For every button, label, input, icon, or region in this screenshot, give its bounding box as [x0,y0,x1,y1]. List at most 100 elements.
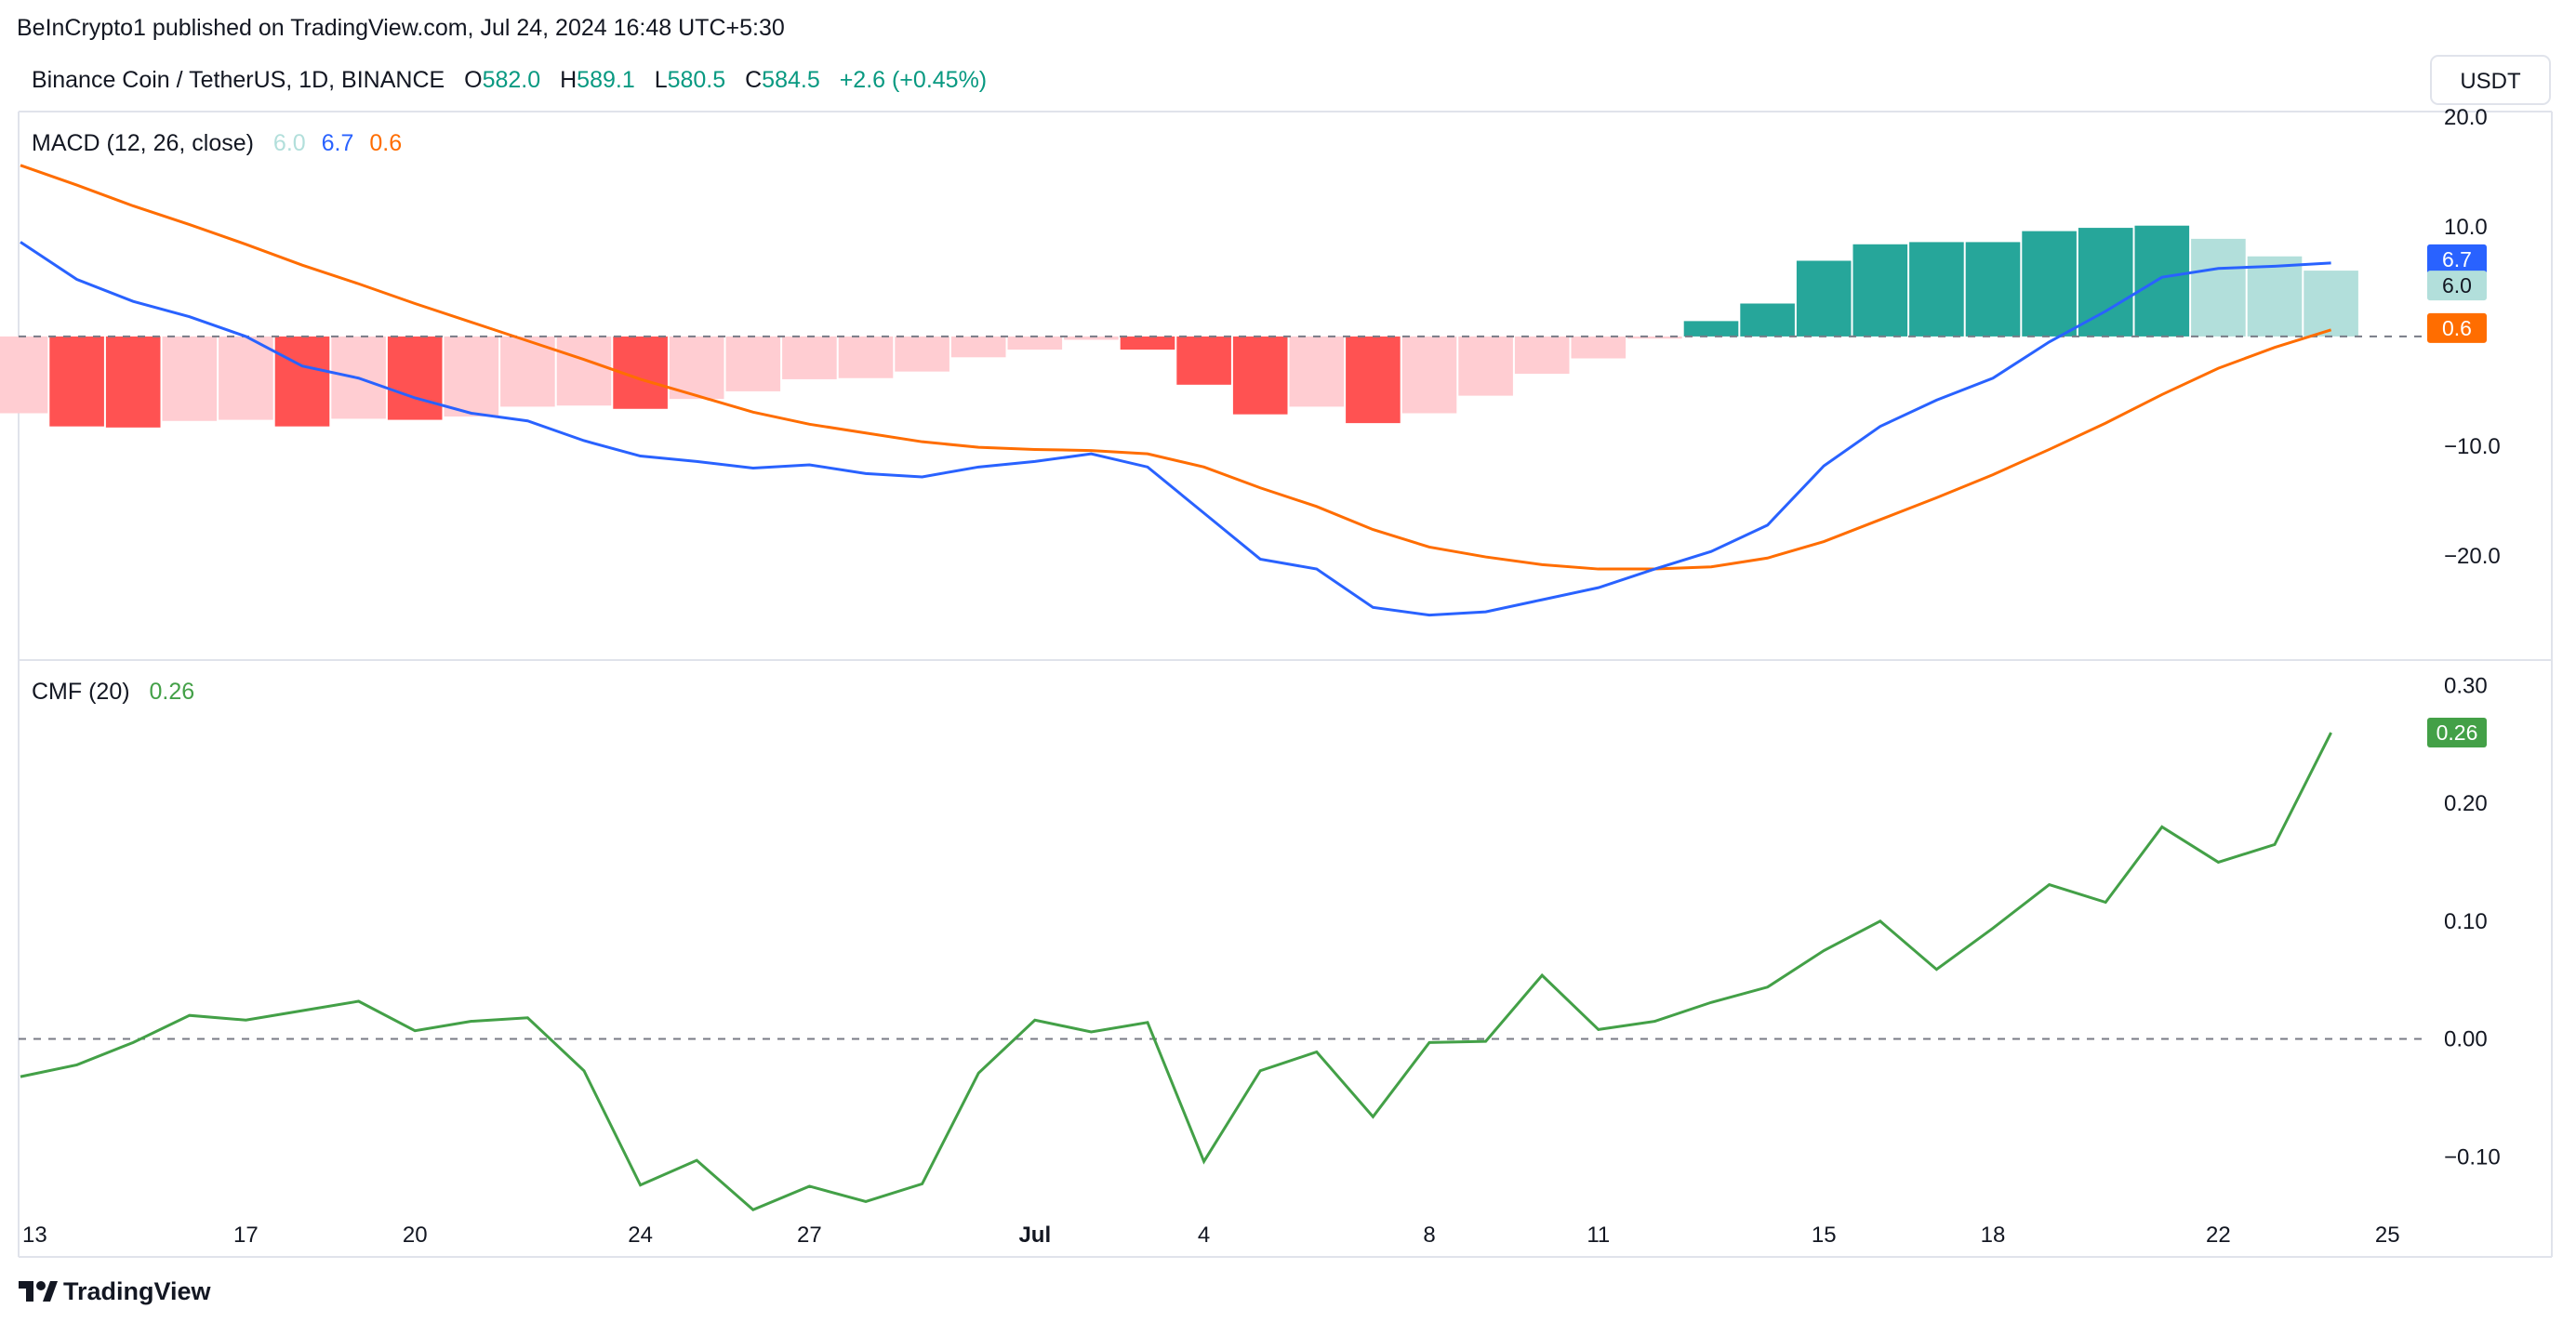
currency-button[interactable]: USDT [2430,55,2551,105]
x-tick-7: 8 [1423,1223,1435,1248]
macd-histogram-bar [49,336,104,427]
macd-histogram-bar [1683,321,1739,337]
macd-histogram-bar [2134,225,2190,337]
macd-legend-signal: 0.6 [369,130,402,156]
cmf-y-tick-3: 0.00 [2444,1027,2488,1052]
cmf-y-tick-2: 0.10 [2444,909,2488,934]
macd-histogram-bar [725,336,781,391]
macd-badge-macd: 6.7 [2442,247,2472,271]
macd-histogram-bar [1740,303,1795,337]
macd-histogram-bar [1852,244,1908,337]
macd-badge-macd-bg [2427,244,2487,274]
x-tick-4: 27 [797,1223,822,1248]
cmf-price-badges: 0.26 [2427,718,2487,748]
cmf-badge-value-bg [2427,718,2487,748]
macd-histogram-bar [1627,336,1682,339]
x-tick-1: 17 [233,1223,259,1248]
macd-histogram-bar [162,336,218,421]
x-tick-6: 4 [1198,1223,1210,1248]
symbol-title: Binance Coin / TetherUS, 1D, BINANCE [32,67,445,93]
macd-legend: MACD (12, 26, close) 6.0 6.7 0.6 [32,130,402,156]
macd-histogram-bar [2304,271,2358,337]
macd-histogram-bar [105,336,161,428]
high-value: 589.1 [577,67,635,93]
macd-histogram-bar [950,336,1006,358]
currency-label[interactable]: USDT [2460,69,2521,94]
macd-histogram-bar [1796,260,1852,337]
time-axis: 13 17 20 24 27 Jul 4 8 11 15 18 22 25 [22,1223,2400,1248]
macd-histogram-bar [2078,228,2133,337]
macd-histogram-bar [1289,336,1345,407]
macd-histogram-bar [1346,336,1401,424]
macd-histogram-bar [1120,336,1175,350]
high-label: H [560,67,577,93]
macd-histogram-bar [1176,336,1231,385]
macd-histogram-bar [782,336,837,379]
close-value: 584.5 [762,67,820,93]
macd-y-tick-2: −10.0 [2444,434,2501,459]
symbol-legend: Binance Coin / TetherUS, 1D, BINANCE O 58… [32,67,987,93]
open-label: O [464,67,482,93]
currency-button-frame[interactable] [2430,55,2551,105]
macd-histogram-bar [556,336,612,406]
macd-histogram-bar [1514,336,1570,375]
x-tick-5: Jul [1018,1223,1051,1248]
macd-histogram-bar [895,336,949,372]
cmf-legend-value: 0.26 [150,679,195,705]
tv-logo-text: TradingView [63,1277,212,1305]
macd-histogram-bar [387,336,443,420]
change-value: +2.6 (+0.45%) [840,67,987,93]
macd-histogram-bar [1401,336,1457,414]
macd-histogram-bar [2247,256,2303,337]
x-tick-10: 18 [1981,1223,2006,1248]
cmf-y-tick-4: −0.10 [2444,1144,2501,1170]
cmf-badge-value: 0.26 [2437,720,2478,745]
x-tick-12: 25 [2375,1223,2400,1248]
macd-pane: 20.0 10.0 −10.0 −20.0 MACD (12, 26, close) … [0,105,2501,617]
x-tick-0: 13 [22,1223,47,1248]
macd-legend-title: MACD (12, 26, close) [32,130,254,156]
cmf-pane: 0.30 0.20 0.10 0.00 −0.10 CMF (20) 0.26 0.26 [19,673,2501,1212]
macd-histogram-bar [2022,231,2077,337]
macd-histogram-bar [274,336,330,427]
cmf-y-axis: 0.30 0.20 0.10 0.00 −0.10 [2444,673,2501,1170]
macd-legend-histogram: 6.0 [273,130,306,156]
cmf-y-tick-0: 0.30 [2444,673,2488,698]
macd-histogram-bar [1232,336,1288,415]
macd-signal-line [20,164,2332,571]
macd-histogram-bar [1909,242,1964,337]
cmf-line [20,732,2332,1212]
x-tick-8: 11 [1587,1223,1610,1248]
macd-histogram-bar [2191,238,2246,337]
macd-y-axis: 20.0 10.0 −10.0 −20.0 [2444,105,2501,569]
tv-logo-icon [19,1281,58,1302]
x-tick-2: 20 [403,1223,428,1248]
macd-histogram-bar [1007,336,1063,350]
macd-badge-histogram-bg [2427,271,2487,301]
x-tick-3: 24 [628,1223,653,1248]
macd-badge-histogram: 6.0 [2442,273,2472,297]
macd-price-badges: 6.76.0 0.6 [2427,244,2487,343]
macd-histogram [0,225,2358,428]
x-tick-9: 15 [1812,1223,1837,1248]
macd-histogram-bar [0,336,48,414]
macd-histogram-bar [219,336,273,420]
published-caption: BeInCrypto1 published on TradingView.com… [17,15,785,41]
macd-y-tick-0: 20.0 [2444,105,2488,130]
macd-y-tick-3: −20.0 [2444,544,2501,569]
tradingview-logo: TradingView [19,1277,212,1305]
macd-histogram-bar [1064,336,1119,340]
close-label: C [745,67,762,93]
macd-y-tick-1: 10.0 [2444,215,2488,240]
macd-histogram-bar [838,336,894,378]
macd-line [20,241,2331,617]
cmf-legend-title: CMF (20) [32,679,130,705]
cmf-legend: CMF (20) 0.26 [32,679,194,705]
macd-histogram-bar [444,336,499,417]
macd-badge-signal-bg [2427,312,2487,343]
cmf-y-tick-1: 0.20 [2444,791,2488,816]
macd-histogram-bar [1458,336,1513,396]
macd-histogram-bar [1965,242,2021,337]
macd-legend-macd: 6.7 [322,130,354,156]
